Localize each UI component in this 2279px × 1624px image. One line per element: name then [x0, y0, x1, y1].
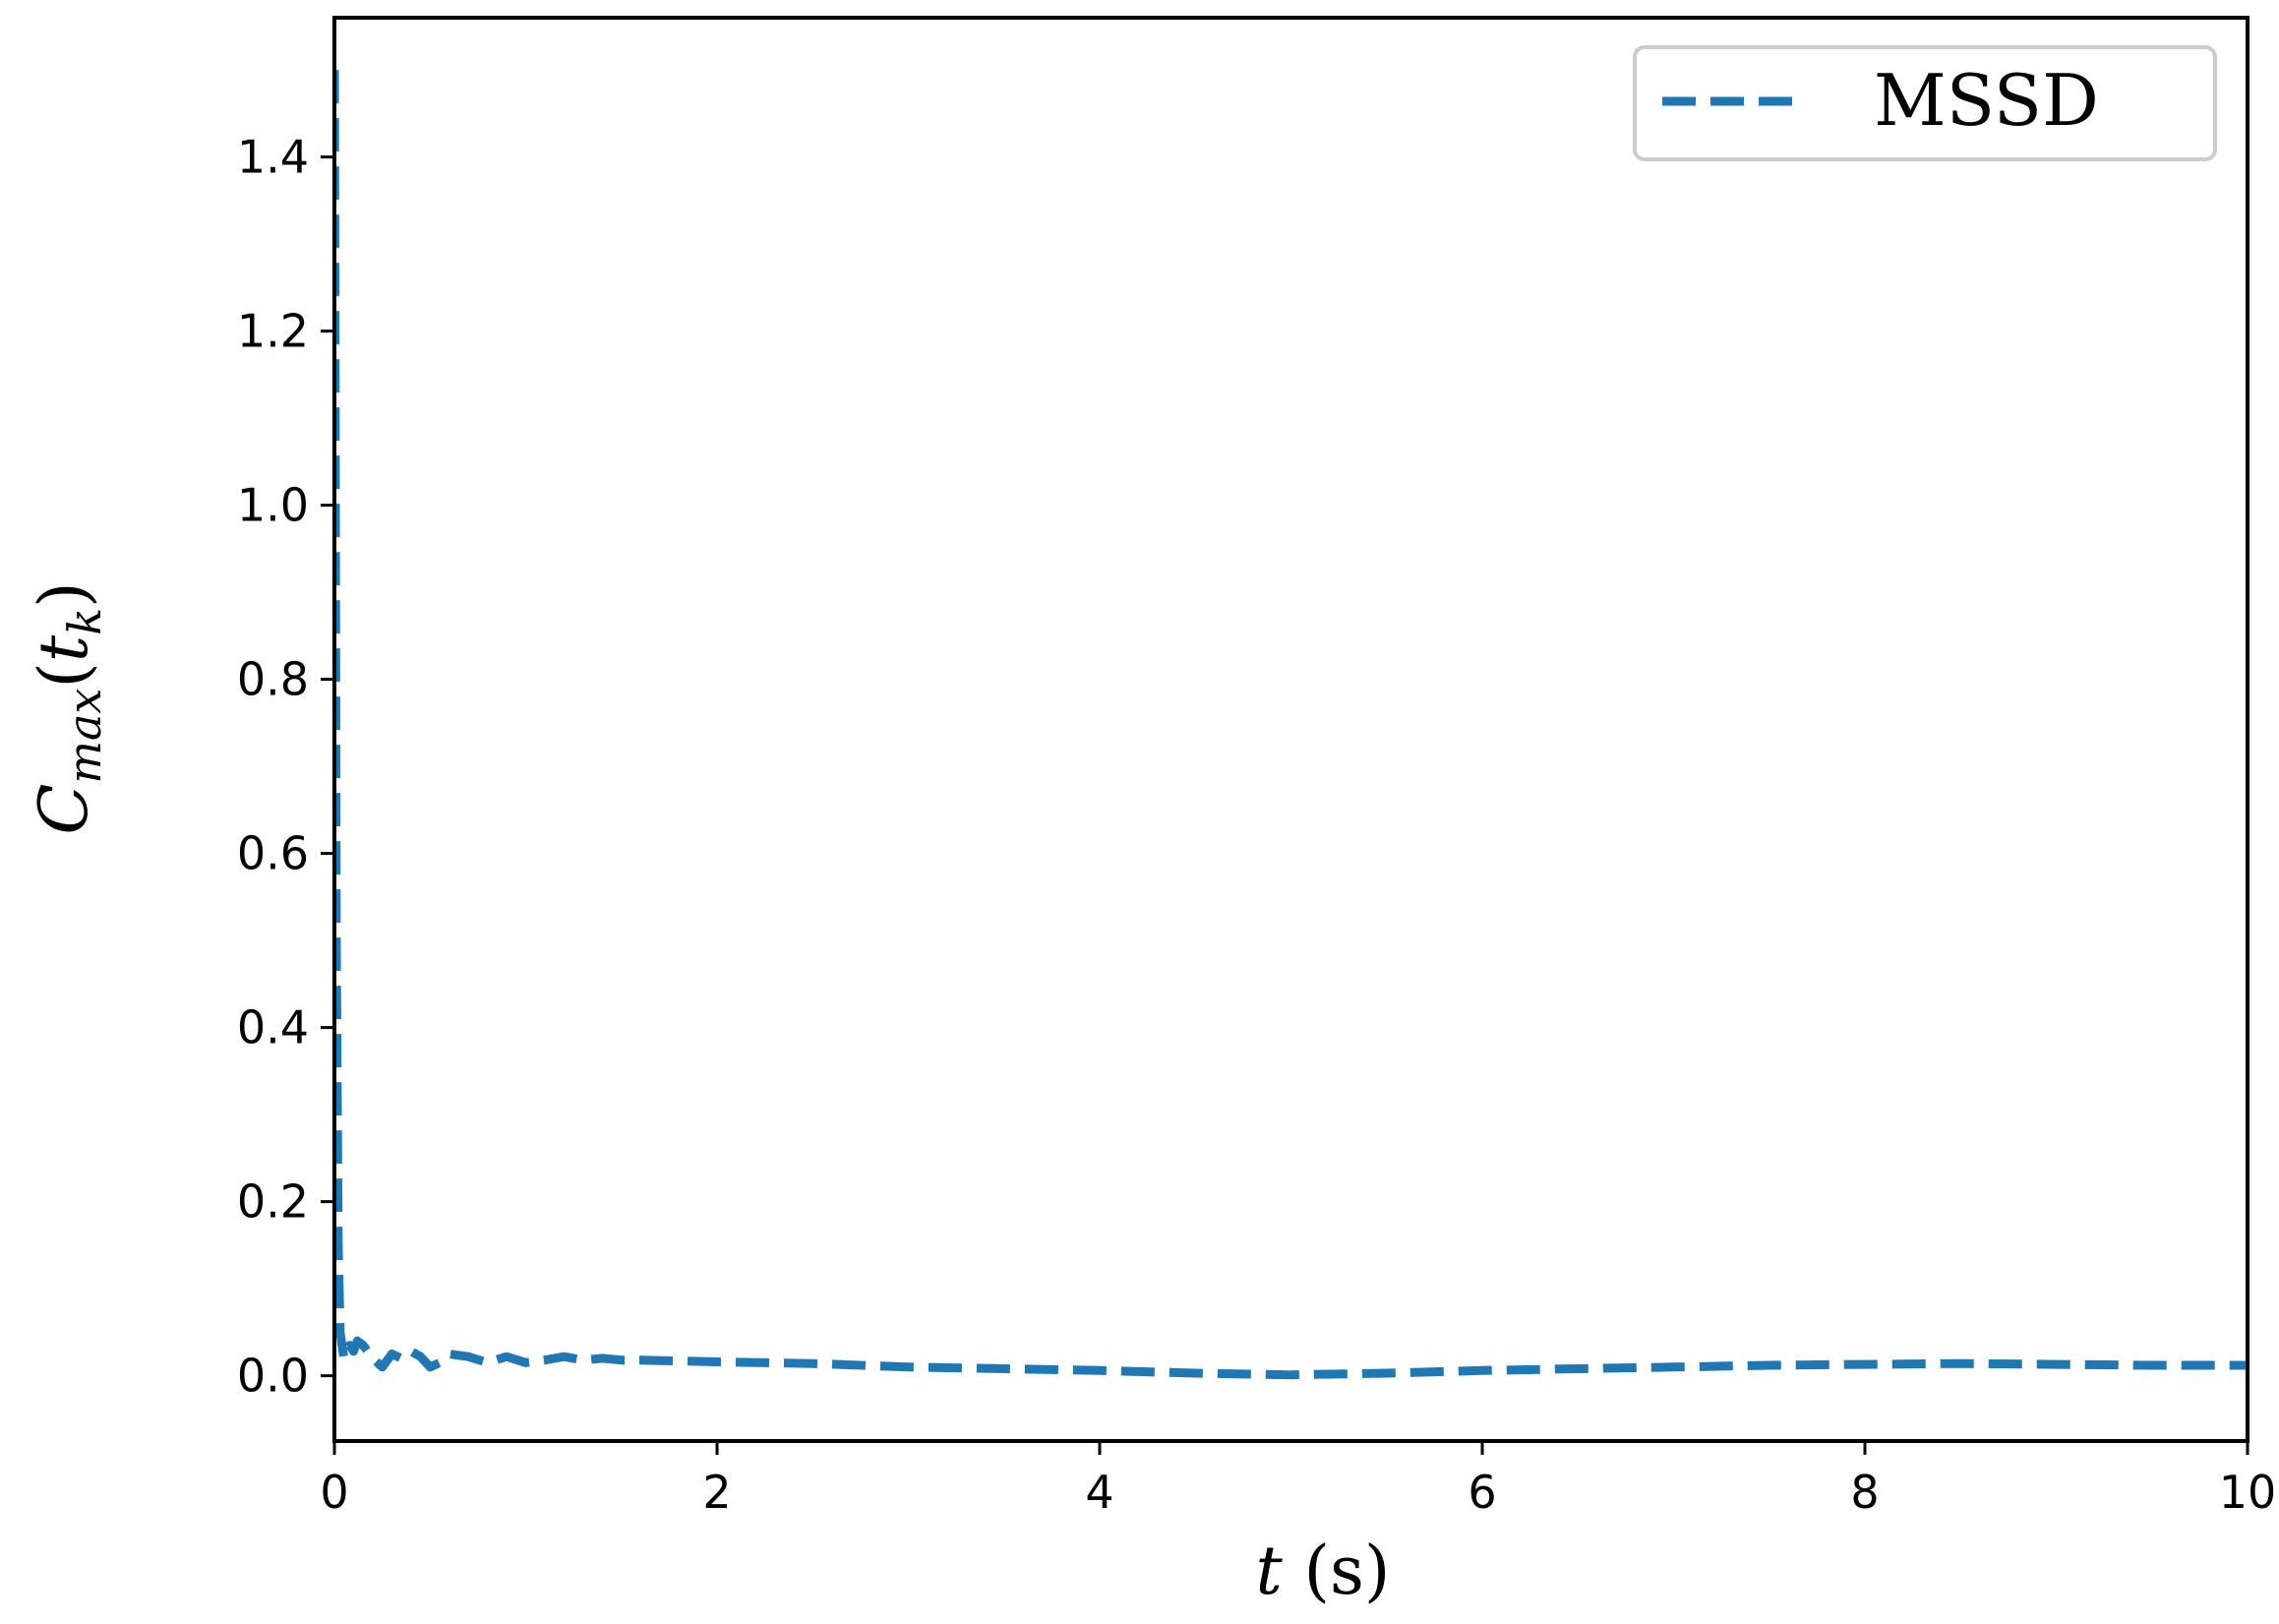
x-axis-ticks: 0 2 4 6 8 10	[320, 1441, 2276, 1519]
y-axis-symbol-subscript: max	[58, 689, 111, 784]
x-axis-unit: (s)	[1283, 1533, 1391, 1610]
y-tick-label: 0.0	[237, 1350, 309, 1403]
x-tick-label: 6	[1468, 1466, 1496, 1519]
y-axis-open-paren: (	[26, 662, 103, 689]
y-tick-label: 0.8	[237, 653, 309, 706]
legend: MSSD	[1633, 45, 2217, 161]
series-layer	[334, 70, 2248, 1380]
x-tick-label: 10	[2219, 1466, 2277, 1519]
y-axis-symbol: C	[26, 784, 103, 835]
x-tick-label: 0	[320, 1466, 348, 1519]
x-tick-label: 4	[1085, 1466, 1113, 1519]
y-tick-label: 1.4	[237, 131, 309, 184]
legend-frame	[1633, 45, 2217, 161]
y-axis-close-paren: )	[26, 581, 103, 608]
y-tick-label: 0.6	[237, 827, 309, 880]
y-tick-label: 1.2	[237, 305, 309, 358]
y-axis-argument-subscript: k	[58, 608, 111, 635]
x-tick-label: 8	[1850, 1466, 1879, 1519]
y-axis-argument: t	[26, 634, 103, 662]
x-tick-label: 2	[702, 1466, 731, 1519]
x-axis-variable: t	[1256, 1533, 1284, 1610]
y-axis-title: Cmax(tk)	[26, 581, 111, 834]
legend-label-mssd: MSSD	[1874, 59, 2099, 142]
x-axis-title: t (s)	[1256, 1533, 1391, 1610]
y-tick-label: 1.0	[237, 479, 309, 532]
y-axis-ticks: 0.0 0.2 0.4 0.6 0.8 1.0 1.2 1.4	[237, 131, 334, 1403]
y-tick-label: 0.2	[237, 1175, 309, 1229]
plot-frame	[332, 16, 2249, 1443]
series-line-mssd	[334, 70, 2248, 1380]
plot-area	[334, 70, 2248, 1380]
y-tick-label: 0.4	[237, 1001, 309, 1054]
